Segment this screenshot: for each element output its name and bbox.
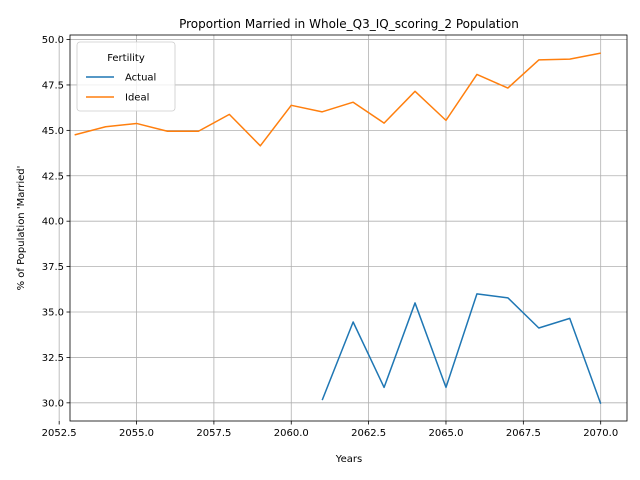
y-tick-label: 50.0 — [42, 35, 64, 46]
x-tick-label: 2065.0 — [428, 428, 463, 439]
series-lines — [74, 52, 602, 404]
y-tick-label: 45.0 — [42, 126, 64, 137]
x-tick-label: 2070.0 — [583, 428, 618, 439]
y-axis-label: % of Population 'Married' — [16, 166, 27, 291]
axis-ticks: 2052.5 2055.0 2057.5 2060.0 2062.5 2065.0 2067… — [42, 35, 619, 439]
y-tick-label: 40.0 — [42, 217, 64, 228]
y-tick-label: 30.0 — [42, 398, 64, 409]
x-tick-label: 2052.5 — [42, 428, 77, 439]
y-tick-label: 42.5 — [42, 171, 64, 182]
legend-label-actual: Actual — [125, 73, 156, 84]
legend-label-ideal: Ideal — [125, 93, 149, 104]
x-tick-label: 2062.5 — [351, 428, 386, 439]
y-tick-label: 47.5 — [42, 80, 64, 91]
chart-title: Proportion Married in Whole_Q3_IQ_scorin… — [179, 17, 519, 31]
x-tick-label: 2067.5 — [506, 428, 541, 439]
series-line-ideal — [74, 52, 601, 147]
y-tick-label: 32.5 — [42, 353, 64, 364]
series-line-actual — [321, 293, 602, 404]
y-tick-label: 35.0 — [42, 308, 64, 319]
legend: Fertility Actual Ideal — [76, 41, 176, 112]
x-tick-label: 2057.5 — [196, 428, 231, 439]
legend-items: Actual Ideal — [86, 73, 156, 104]
x-tick-label: 2055.0 — [119, 428, 154, 439]
x-tick-label: 2060.0 — [274, 428, 309, 439]
x-axis-label: Years — [335, 454, 362, 465]
y-tick-label: 37.5 — [42, 262, 64, 273]
grid — [58, 35, 627, 421]
plot-frame — [69, 34, 628, 422]
legend-title: Fertility — [107, 53, 145, 64]
legend-box — [76, 41, 176, 112]
